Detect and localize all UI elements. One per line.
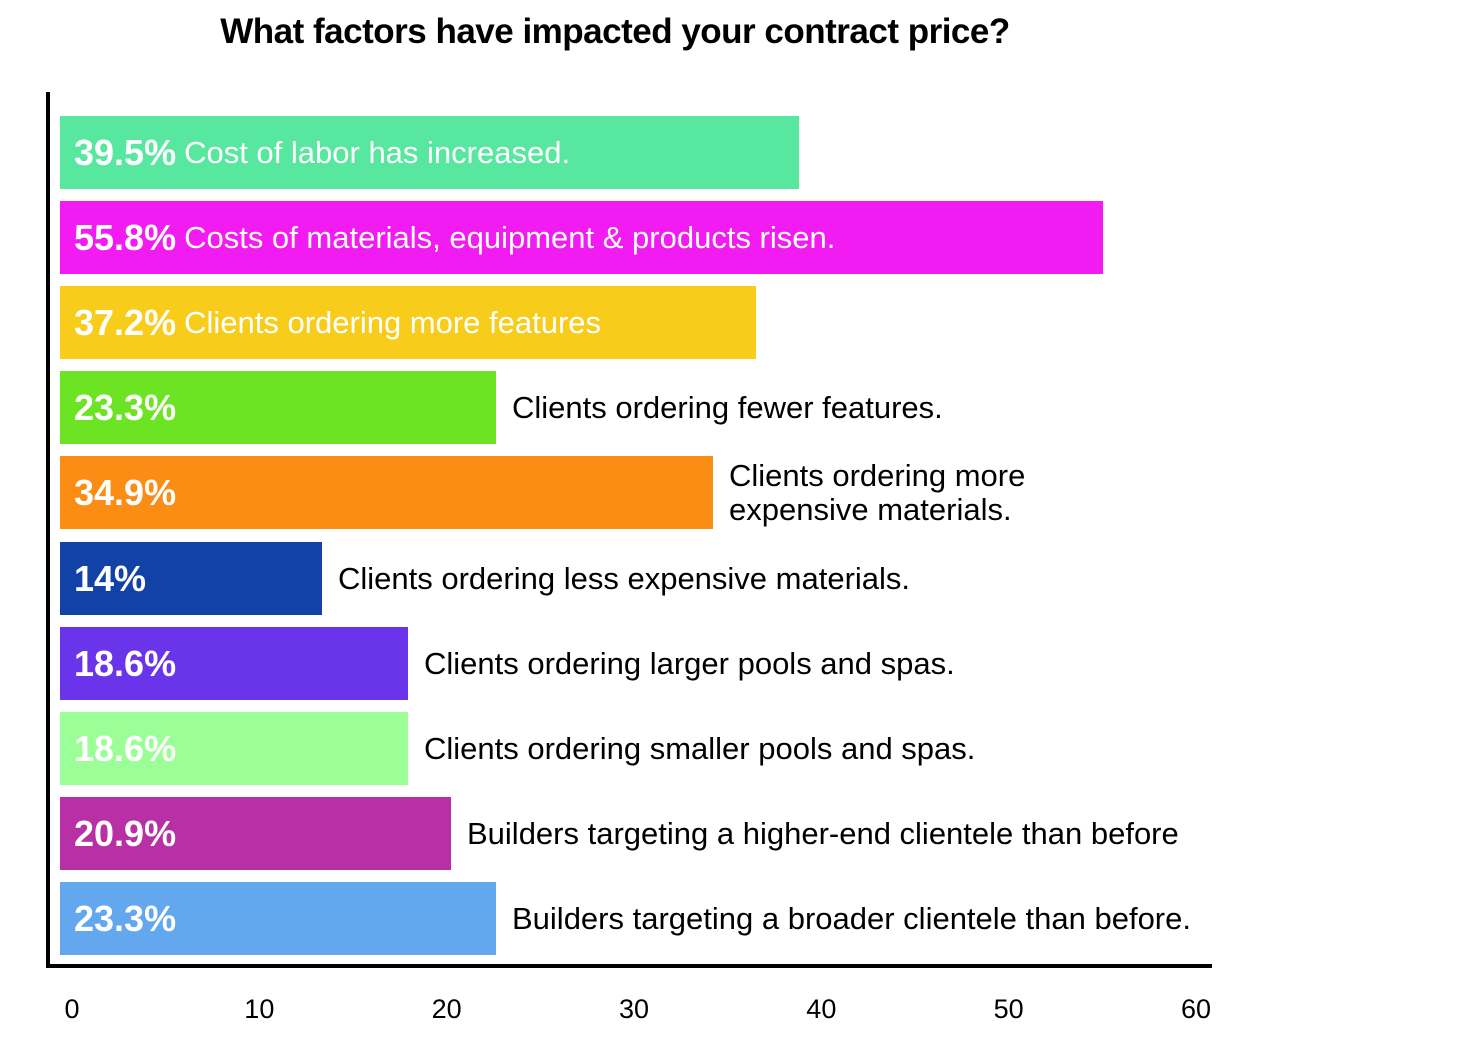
x-axis-line	[46, 964, 1212, 968]
bar-category-label: Clients ordering more features	[184, 304, 602, 340]
bar-category-label: Clients ordering smaller pools and spas.	[424, 730, 976, 766]
bar-value-label: 23.3%	[74, 898, 177, 939]
bar: 23.3%	[60, 882, 496, 955]
bar-category-label-line: Builders targeting a broader clientele t…	[512, 900, 1191, 936]
bar-value-label: 23.3%	[74, 387, 177, 428]
x-tick-label: 30	[618, 994, 650, 1024]
bar-value-label: 37.2%	[74, 302, 177, 343]
bar-value-label: 14%	[74, 558, 147, 599]
bar-category-label: Clients ordering less expensive material…	[338, 560, 911, 596]
bar-category-label-line: Costs of materials, equipment & products…	[184, 219, 836, 255]
bar-value-label: 39.5%	[74, 132, 177, 173]
bar-category-label: Builders targeting a higher-end clientel…	[467, 815, 1179, 851]
y-axis-line	[46, 92, 50, 968]
bar: 23.3%	[60, 371, 496, 444]
chart-title: What factors have impacted your contract…	[220, 12, 1010, 51]
x-tick-label: 0	[64, 994, 80, 1024]
bar-value-label: 34.9%	[74, 472, 177, 513]
x-tick-label: 10	[244, 994, 275, 1024]
x-tick-label: 20	[431, 994, 462, 1024]
bar-value-label: 18.6%	[74, 643, 177, 684]
bar-category-label: Clients ordering larger pools and spas.	[424, 645, 955, 681]
bar-value-label: 55.8%	[74, 217, 177, 258]
bar-category-label: Builders targeting a broader clientele t…	[512, 900, 1191, 936]
bar-category-label-line: Clients ordering more	[729, 457, 1026, 493]
bar-category-label-line: Clients ordering larger pools and spas.	[424, 645, 955, 681]
bar-category-label-line: Clients ordering fewer features.	[512, 389, 943, 425]
bar-category-label: Cost of labor has increased.	[184, 134, 571, 170]
bar-category-label: Clients ordering fewer features.	[512, 389, 943, 425]
bar: 39.5%	[60, 116, 799, 189]
bar: 18.6%	[60, 712, 408, 785]
bar-category-label-line: Clients ordering less expensive material…	[338, 560, 911, 596]
bar-category-label-line: Builders targeting a higher-end clientel…	[467, 815, 1179, 851]
bar: 20.9%	[60, 797, 451, 870]
bar: 14%	[60, 542, 322, 615]
bar-category-label: Clients ordering more expensive materials…	[729, 457, 1026, 527]
bar: 37.2%	[60, 286, 756, 359]
bar: 34.9%	[60, 456, 713, 529]
bar-category-label-line: expensive materials.	[729, 491, 1012, 527]
bar: 18.6%	[60, 627, 408, 700]
bar: 55.8%	[60, 201, 1103, 274]
bar-category-label-line: Cost of labor has increased.	[184, 134, 571, 170]
bar-category-label-line: Clients ordering smaller pools and spas.	[424, 730, 976, 766]
x-tick-label: 50	[993, 994, 1024, 1024]
bar-value-label: 20.9%	[74, 813, 177, 854]
bar-value-label: 18.6%	[74, 728, 177, 769]
x-tick-label: 40	[806, 994, 837, 1024]
x-tick-label: 60	[1180, 994, 1212, 1024]
bar-category-label: Costs of materials, equipment & products…	[184, 219, 836, 255]
bar-category-label-line: Clients ordering more features	[184, 304, 602, 340]
